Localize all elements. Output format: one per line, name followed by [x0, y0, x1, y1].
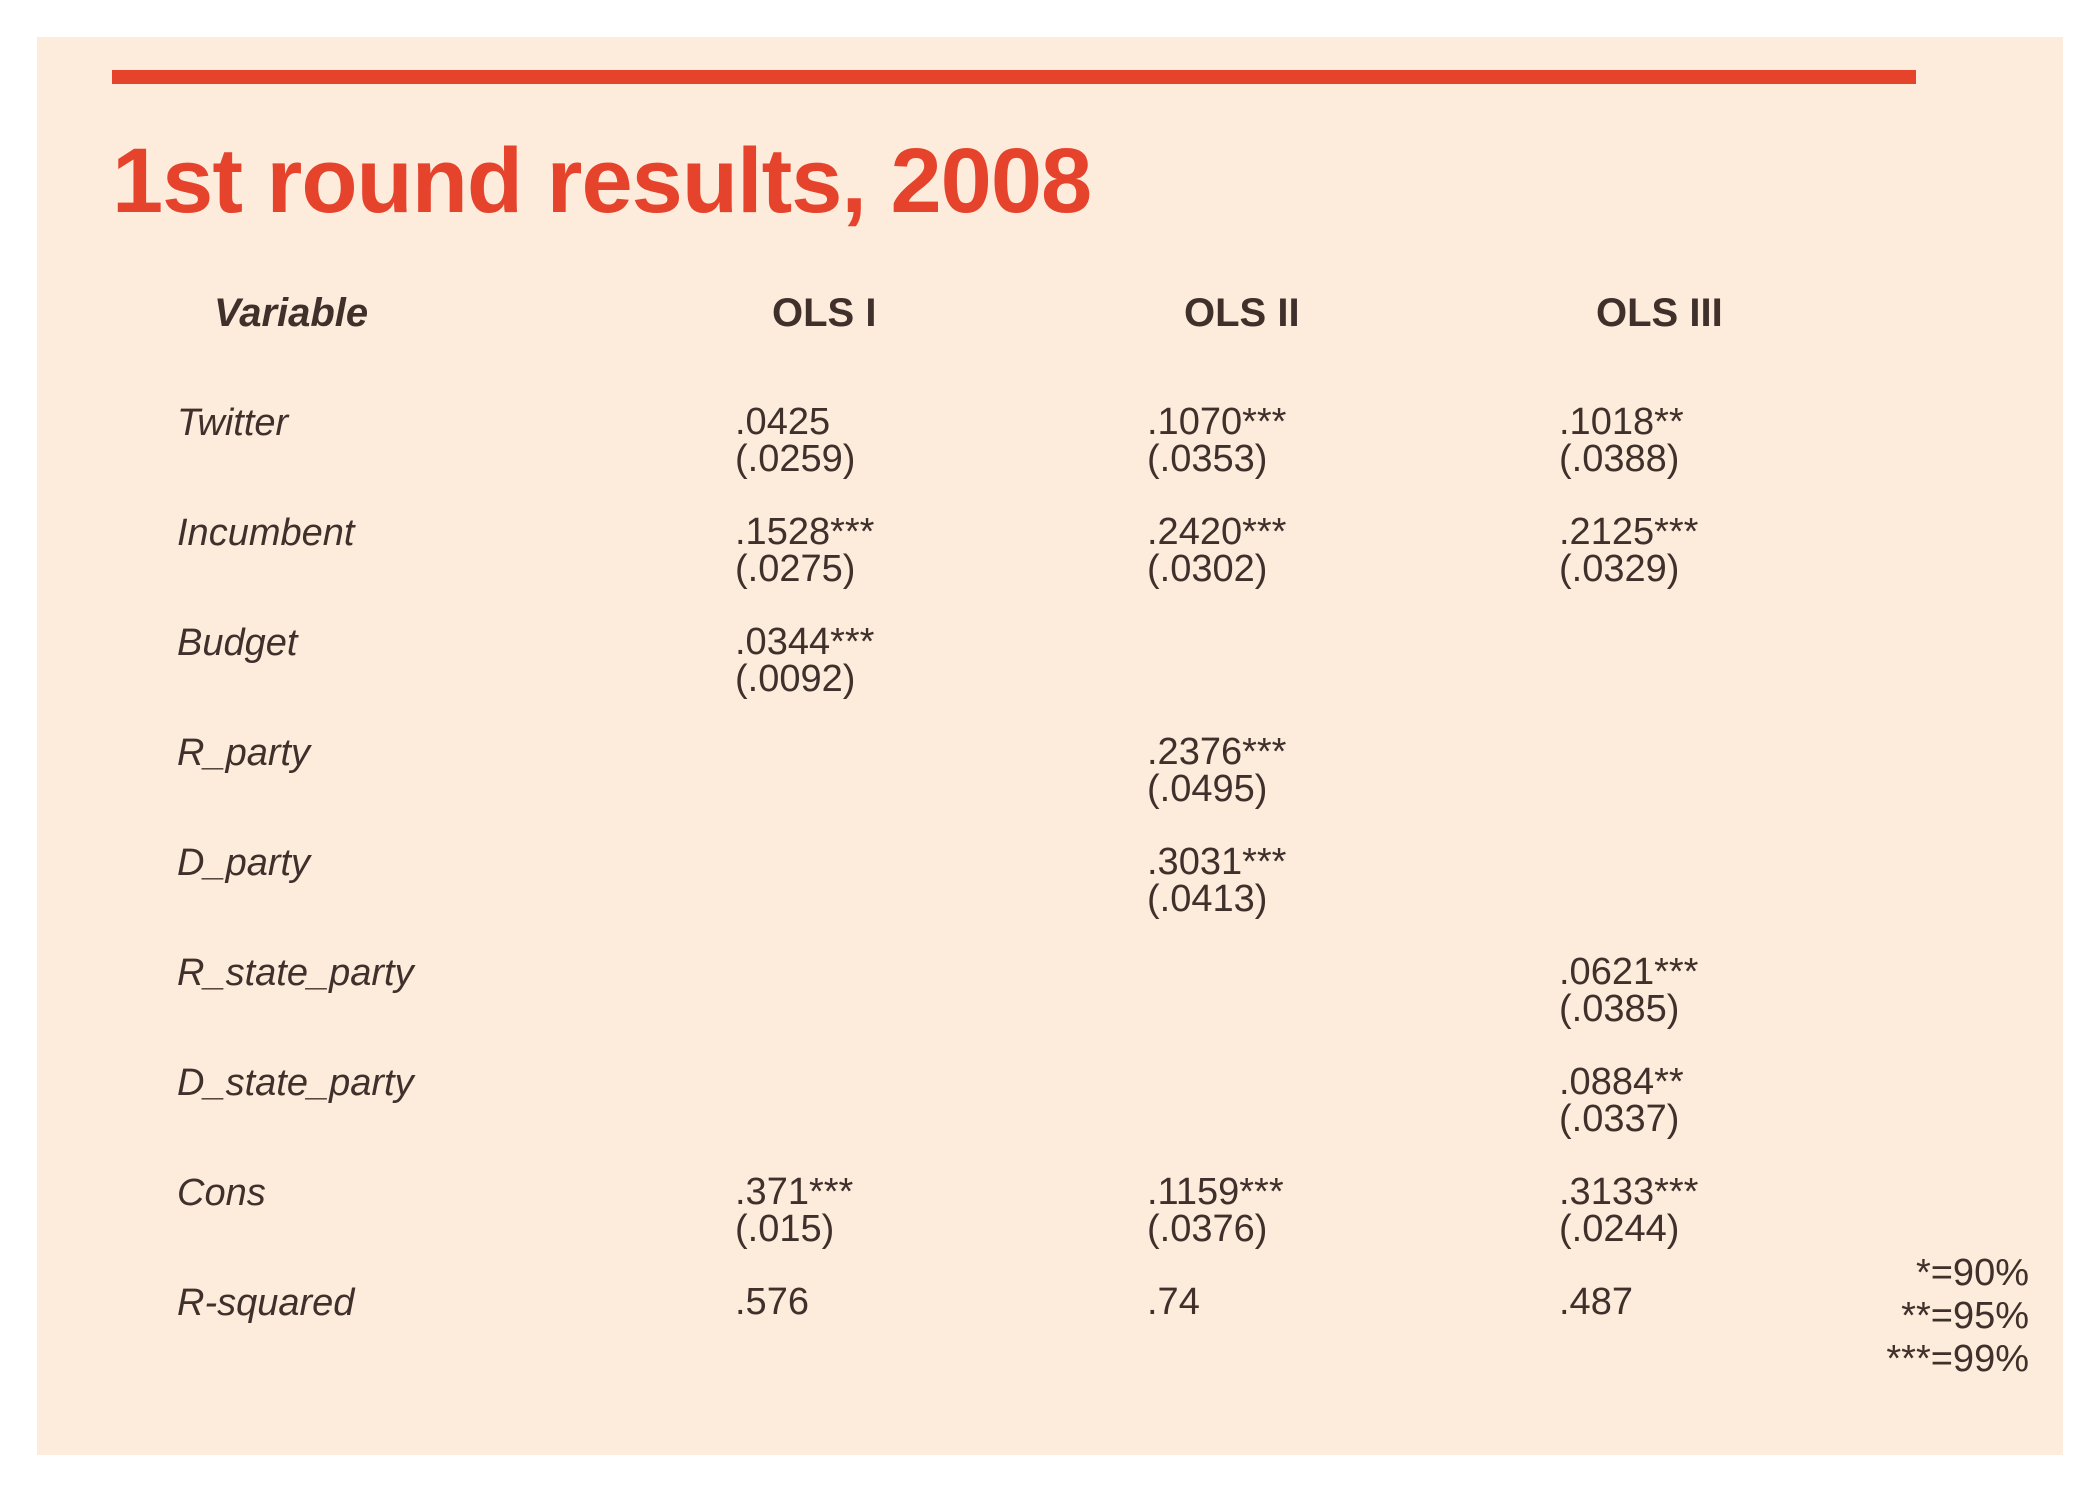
header-ols-1: OLS I: [772, 291, 877, 335]
standard-error: (.0376): [1147, 1208, 1268, 1250]
row-label: R-squared: [177, 1282, 355, 1324]
coefficient: .1070***: [1147, 401, 1287, 443]
page-title: 1st round results, 2008: [112, 130, 1092, 232]
coefficient: .2125***: [1559, 511, 1699, 553]
coefficient: .2376***: [1147, 731, 1287, 773]
coefficient: .487: [1559, 1281, 1633, 1323]
table-cell: .0884** (.0337): [1559, 1061, 1859, 1140]
header-ols-2: OLS II: [1184, 291, 1300, 335]
table-cell: .74: [1147, 1281, 1447, 1323]
top-rule: [112, 70, 1916, 84]
standard-error: (.0385): [1559, 988, 1680, 1030]
coefficient: .1528***: [735, 511, 875, 553]
significance-legend: *=90% **=95% ***=99%: [1886, 1252, 2029, 1381]
standard-error: (.0495): [1147, 768, 1268, 810]
table-cell: .1070*** (.0353): [1147, 401, 1447, 480]
table-cell: .3133*** (.0244): [1559, 1171, 1859, 1250]
coefficient: .1159***: [1147, 1171, 1284, 1213]
coefficient: .0344***: [735, 621, 875, 663]
table-cell: .2420*** (.0302): [1147, 511, 1447, 590]
table-cell: .1159*** (.0376): [1147, 1171, 1447, 1250]
legend-95: **=95%: [1901, 1295, 2029, 1337]
coefficient: .371***: [735, 1171, 854, 1213]
table-cell: .1528*** (.0275): [735, 511, 1035, 590]
table-cell: .2125*** (.0329): [1559, 511, 1859, 590]
standard-error: (.0092): [735, 658, 856, 700]
table-row: Incumbent .1528*** (.0275) .2420*** (.0302).…: [0, 511, 2026, 614]
table-row: Budget .0344*** (.0092): [0, 621, 2026, 724]
table-cell: .1018** (.0388): [1559, 401, 1859, 480]
header-variable: Variable: [214, 291, 369, 335]
table-cell: .576: [735, 1281, 1035, 1323]
legend-99: ***=99%: [1886, 1338, 2029, 1380]
row-label: Incumbent: [177, 512, 355, 554]
standard-error: (.0259): [735, 438, 856, 480]
standard-error: (.0353): [1147, 438, 1268, 480]
row-label: Cons: [177, 1172, 266, 1214]
row-label: Twitter: [177, 402, 289, 444]
coefficient: .576: [735, 1281, 809, 1323]
standard-error: (.0302): [1147, 548, 1268, 590]
row-label: Budget: [177, 622, 298, 664]
standard-error: (.0329): [1559, 548, 1680, 590]
standard-error: (.015): [735, 1208, 835, 1250]
table-cell: .3031*** (.0413): [1147, 841, 1447, 920]
standard-error: (.0337): [1559, 1098, 1680, 1140]
standard-error: (.0388): [1559, 438, 1680, 480]
standard-error: (.0275): [735, 548, 856, 590]
table-cell: .2376*** (.0495): [1147, 731, 1447, 810]
row-label: R_state_party: [177, 952, 414, 994]
table-row: D_party .3031*** (.0413): [0, 841, 2026, 944]
coefficient: .0425: [735, 401, 831, 443]
table-cell: .371*** (.015): [735, 1171, 1035, 1250]
table-row: R_party .2376*** (.0495): [0, 731, 2026, 834]
table-row: Twitter .0425 (.0259) .1070*** (.0353) .1018*…: [0, 401, 2026, 504]
table-cell: .487: [1559, 1281, 1859, 1323]
table-cell: .0344*** (.0092): [735, 621, 1035, 700]
standard-error: (.0413): [1147, 878, 1268, 920]
table-cell: .0425 (.0259): [735, 401, 1035, 480]
coefficient: .0884**: [1559, 1061, 1684, 1103]
table-row: D_state_party .0884** (.0337): [0, 1061, 2026, 1164]
standard-error: (.0244): [1559, 1208, 1680, 1250]
header-ols-3: OLS III: [1596, 291, 1723, 335]
table-cell: .0621*** (.0385): [1559, 951, 1859, 1030]
coefficient: .3133***: [1559, 1171, 1699, 1213]
coefficient: .1018**: [1559, 401, 1684, 443]
table-row: R_state_party .0621*** (.0385): [0, 951, 2026, 1054]
table-row: R-squared .576 .74 .487: [0, 1281, 2026, 1384]
coefficient: .0621***: [1559, 951, 1699, 993]
coefficient: .2420***: [1147, 511, 1287, 553]
row-label: R_party: [177, 732, 311, 774]
coefficient: .3031***: [1147, 841, 1287, 883]
row-label: D_state_party: [177, 1062, 414, 1104]
row-label: D_party: [177, 842, 311, 884]
results-panel: [37, 37, 2063, 1455]
coefficient: .74: [1147, 1281, 1200, 1323]
legend-90: *=90%: [1915, 1252, 2029, 1294]
table-row: Cons .371*** (.015) .1159*** (.0376) .3133***…: [0, 1171, 2026, 1274]
